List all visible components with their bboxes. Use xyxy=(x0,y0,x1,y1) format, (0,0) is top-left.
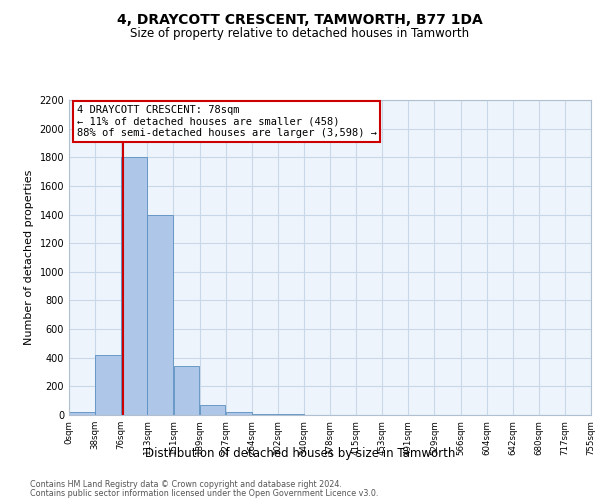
Y-axis label: Number of detached properties: Number of detached properties xyxy=(24,170,34,345)
Text: Contains public sector information licensed under the Open Government Licence v3: Contains public sector information licen… xyxy=(30,489,379,498)
Bar xyxy=(252,414,278,415)
Text: 4, DRAYCOTT CRESCENT, TAMWORTH, B77 1DA: 4, DRAYCOTT CRESCENT, TAMWORTH, B77 1DA xyxy=(117,12,483,26)
Text: Distribution of detached houses by size in Tamworth: Distribution of detached houses by size … xyxy=(145,448,455,460)
Bar xyxy=(95,355,121,415)
Text: Size of property relative to detached houses in Tamworth: Size of property relative to detached ho… xyxy=(130,28,470,40)
Bar xyxy=(278,414,304,415)
Bar xyxy=(200,405,226,415)
Text: Contains HM Land Registry data © Crown copyright and database right 2024.: Contains HM Land Registry data © Crown c… xyxy=(30,480,342,489)
Bar xyxy=(173,366,199,415)
Bar xyxy=(226,412,251,415)
Bar xyxy=(121,158,147,415)
Bar xyxy=(148,214,173,415)
Bar xyxy=(69,412,95,415)
Text: 4 DRAYCOTT CRESCENT: 78sqm
← 11% of detached houses are smaller (458)
88% of sem: 4 DRAYCOTT CRESCENT: 78sqm ← 11% of deta… xyxy=(77,104,377,138)
